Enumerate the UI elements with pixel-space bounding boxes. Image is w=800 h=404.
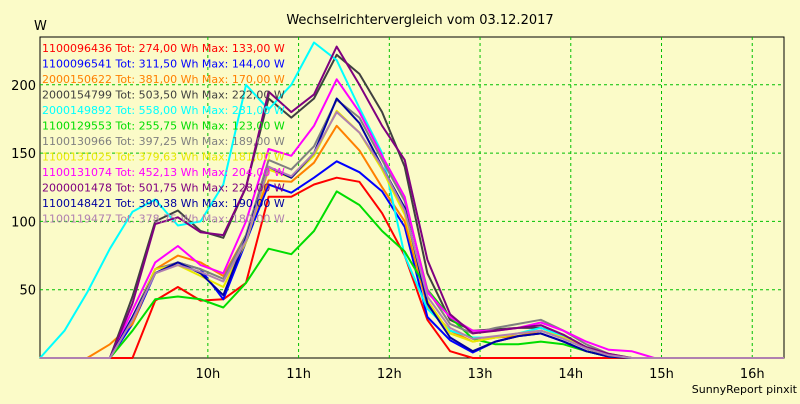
y-tick-label: 100 bbox=[11, 215, 36, 230]
legend-entry-8: 1100131074 Tot: 452,13 Wh Max: 204,00 W bbox=[42, 166, 285, 179]
legend-entry-2: 2000150622 Tot: 381,00 Wh Max: 170,00 W bbox=[42, 73, 285, 86]
x-tick-label: 11h bbox=[286, 367, 311, 382]
y-axis-label: W bbox=[34, 19, 47, 34]
y-tick-label: 50 bbox=[19, 284, 36, 299]
legend-entry-6: 1100130966 Tot: 397,25 Wh Max: 189,00 W bbox=[42, 135, 285, 148]
x-tick-label: 14h bbox=[558, 367, 583, 382]
legend-entry-4: 2000149892 Tot: 558,00 Wh Max: 231,00 W bbox=[42, 104, 285, 117]
series-layer bbox=[39, 41, 784, 359]
legend-entry-1: 1100096541 Tot: 311,50 Wh Max: 144,00 W bbox=[42, 58, 285, 71]
legend-entry-5: 1100129553 Tot: 255,75 Wh Max: 123,00 W bbox=[42, 120, 285, 133]
x-tick-label: 13h bbox=[468, 367, 493, 382]
legend-entry-11: 1100119477 Tot: 378,75 Wh Max: 180,00 W bbox=[42, 213, 285, 226]
x-tick-label: 16h bbox=[740, 367, 765, 382]
chart-title: Wechselrichtervergleich vom 03.12.2017 bbox=[286, 13, 553, 28]
legend-entry-3: 2000154799 Tot: 503,50 Wh Max: 222,00 W bbox=[42, 89, 285, 102]
axis-ticks: 50 100 150 200 10h 11h 12h 13h 14h 15h 16h bbox=[11, 79, 764, 382]
grid-layer bbox=[40, 37, 784, 358]
legend: 1100096436 Tot: 274,00 Wh Max: 133,00 W 1… bbox=[42, 42, 285, 226]
y-tick-label: 150 bbox=[11, 147, 36, 162]
footer-credit: SunnyReport pinxit bbox=[692, 383, 798, 396]
legend-entry-9: 2000001478 Tot: 501,75 Wh Max: 228,00 W bbox=[42, 182, 285, 195]
x-tick-label: 10h bbox=[195, 367, 220, 382]
legend-entry-10: 1100148421 Tot: 390,38 Wh Max: 190,00 W bbox=[42, 197, 285, 210]
legend-entry-0: 1100096436 Tot: 274,00 Wh Max: 133,00 W bbox=[42, 42, 285, 55]
legend-entry-7: 1100131025 Tot: 379,63 Wh Max: 181,00 W bbox=[42, 151, 285, 164]
y-tick-label: 200 bbox=[11, 79, 36, 94]
x-tick-label: 12h bbox=[377, 367, 402, 382]
series-line-11 bbox=[40, 111, 784, 359]
x-tick-label: 15h bbox=[649, 367, 674, 382]
